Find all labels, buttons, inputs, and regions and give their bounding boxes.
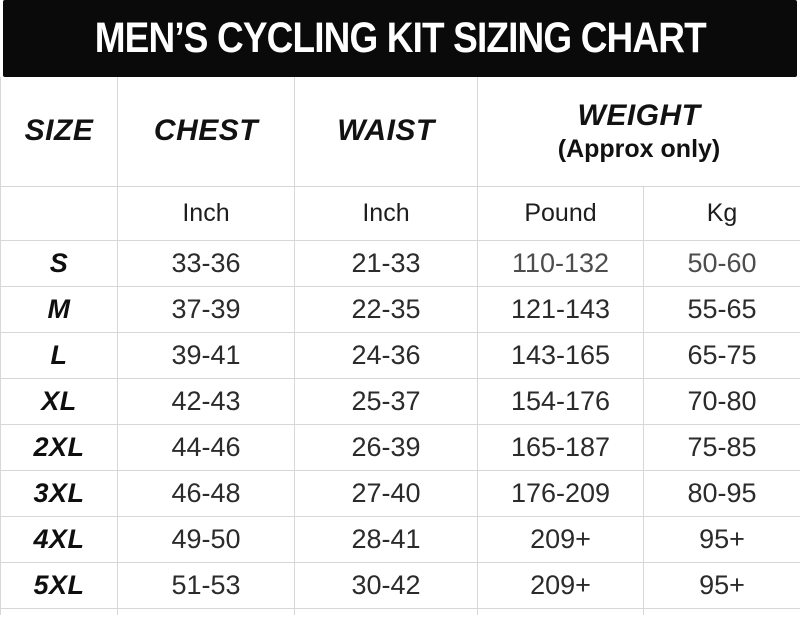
size-label: 4XL [0,515,118,563]
weight-kg-value: 95+ [643,561,800,609]
waist-value: 27-40 [294,469,478,517]
waist-value: 21-33 [294,239,478,287]
weight-pound-value: 209+ [477,561,644,609]
title-banner: MEN’S CYCLING KIT SIZING CHART [3,0,797,77]
weight-kg-value: 50-60 [643,239,800,287]
weight-kg-value: 95+ [643,515,800,563]
table-row-3xl: 3XL 46-48 27-40 176-209 80-95 [0,469,800,517]
table-row-xl: XL 42-43 25-37 154-176 70-80 [0,377,800,425]
weight-pound-value: 209+ [477,515,644,563]
weight-kg-value: 65-75 [643,331,800,379]
weight-approx-note: (Approx only) [557,134,721,163]
weight-kg-value: 55-65 [643,285,800,333]
column-header-chest: CHEST [117,77,295,187]
weight-pound-value: 143-165 [477,331,644,379]
column-header-size: SIZE [0,77,118,187]
weight-label: WEIGHT [577,98,701,132]
weight-pound-value: 176-209 [477,469,644,517]
table-row-2xl: 2XL 44-46 26-39 165-187 75-85 [0,423,800,471]
table-row-s: S 33-36 21-33 110-132 50-60 [0,239,800,287]
chest-value: 49-50 [117,515,295,563]
chest-value: 39-41 [117,331,295,379]
weight-pound-value: 121-143 [477,285,644,333]
waist-value: 28-41 [294,515,478,563]
header-row: SIZE CHEST WAIST WEIGHT (Approx only) [0,77,800,187]
size-label: L [0,331,118,379]
column-header-waist: WAIST [294,77,478,187]
size-label: M [0,285,118,333]
weight-pound-value: 110-132 [477,239,644,287]
table-row-5xl: 5XL 51-53 30-42 209+ 95+ [0,561,800,609]
unit-chest: Inch [117,185,295,241]
unit-cell-empty [0,185,118,241]
page-title: MEN’S CYCLING KIT SIZING CHART [94,14,706,62]
chest-value: 37-39 [117,285,295,333]
chest-value: 33-36 [117,239,295,287]
units-row: Inch Inch Pound Kg [0,185,800,241]
size-label: 3XL [0,469,118,517]
waist-value: 25-37 [294,377,478,425]
table-row-l: L 39-41 24-36 143-165 65-75 [0,331,800,379]
weight-kg-value: 70-80 [643,377,800,425]
waist-value: 26-39 [294,423,478,471]
chest-value: 51-53 [117,561,295,609]
waist-value: 30-42 [294,561,478,609]
weight-kg-value: 80-95 [643,469,800,517]
size-label: S [0,239,118,287]
table-row-4xl: 4XL 49-50 28-41 209+ 95+ [0,515,800,563]
size-label: 5XL [0,561,118,609]
size-label: 2XL [0,423,118,471]
waist-value: 22-35 [294,285,478,333]
chest-value: 44-46 [117,423,295,471]
chest-value: 46-48 [117,469,295,517]
table-bottom-stub [0,607,800,615]
unit-waist: Inch [294,185,478,241]
table-row-m: M 37-39 22-35 121-143 55-65 [0,285,800,333]
sizing-table: SIZE CHEST WAIST WEIGHT (Approx only) In… [0,77,800,615]
weight-kg-value: 75-85 [643,423,800,471]
chest-value: 42-43 [117,377,295,425]
size-label: XL [0,377,118,425]
unit-pound: Pound [477,185,644,241]
weight-pound-value: 154-176 [477,377,644,425]
waist-value: 24-36 [294,331,478,379]
column-header-weight: WEIGHT (Approx only) [477,77,800,187]
unit-kg: Kg [643,185,800,241]
weight-pound-value: 165-187 [477,423,644,471]
